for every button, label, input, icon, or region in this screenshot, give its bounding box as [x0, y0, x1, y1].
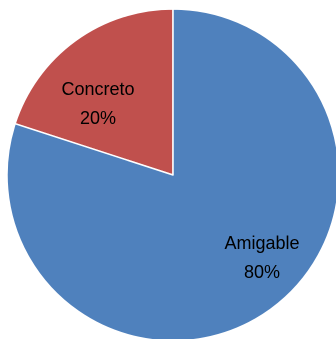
- pie-slice-concreto: [14, 8, 174, 176]
- slice-label-concreto-name: Concreto: [61, 79, 134, 99]
- pie-slice-amigable: [6, 8, 336, 339]
- slice-label-amigable-name: Amigable: [224, 233, 299, 253]
- pie-slices: [6, 8, 336, 339]
- slice-label-amigable-percent: 80%: [244, 262, 280, 282]
- slice-label-concreto-percent: 20%: [80, 108, 116, 128]
